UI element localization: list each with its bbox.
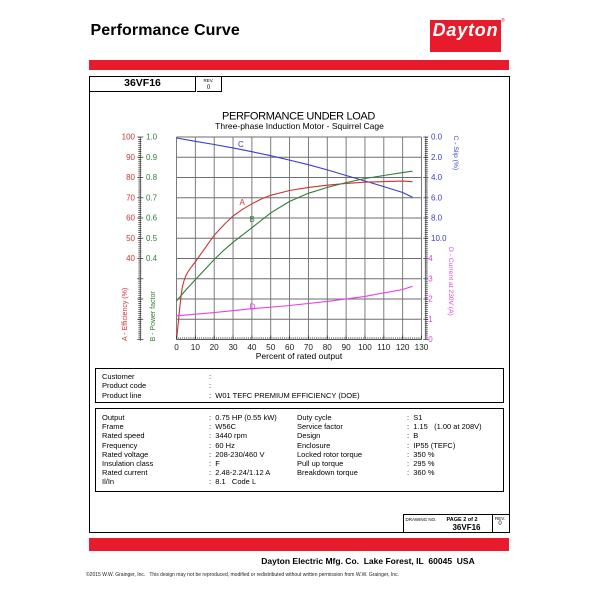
svg-text:0: 0 [428, 335, 433, 344]
svg-text:90: 90 [126, 153, 135, 162]
svg-text:130: 130 [415, 343, 429, 352]
svg-text:100: 100 [358, 343, 372, 352]
svg-text:Three-phase Induction Motor -: Three-phase Induction Motor - Squirrel C… [215, 121, 384, 131]
svg-text:40: 40 [126, 254, 135, 263]
svg-text:0.9: 0.9 [146, 153, 158, 162]
svg-text:6.0: 6.0 [431, 193, 443, 202]
svg-text:0.8: 0.8 [146, 173, 158, 182]
svg-text:0.4: 0.4 [146, 254, 158, 263]
svg-text:0: 0 [174, 343, 179, 352]
svg-text:110: 110 [377, 343, 390, 352]
svg-text:0.5: 0.5 [146, 234, 158, 243]
svg-text:1: 1 [428, 315, 433, 324]
svg-text:90: 90 [342, 343, 352, 352]
svg-text:0.0: 0.0 [431, 133, 443, 142]
svg-text:40: 40 [247, 343, 257, 352]
svg-text:50: 50 [126, 234, 135, 243]
svg-text:4: 4 [428, 254, 433, 263]
svg-text:2.0: 2.0 [431, 153, 443, 162]
svg-text:Percent of rated output: Percent of rated output [256, 351, 343, 361]
svg-text:60: 60 [126, 214, 135, 223]
svg-text:10.0: 10.0 [431, 234, 447, 243]
svg-text:B - Power factor: B - Power factor [150, 291, 157, 342]
svg-text:8.0: 8.0 [431, 214, 443, 223]
svg-text:D: D [250, 302, 256, 312]
svg-text:A: A [240, 198, 246, 207]
svg-text:70: 70 [304, 343, 314, 352]
svg-text:50: 50 [266, 343, 276, 352]
svg-text:PERFORMANCE UNDER LOAD: PERFORMANCE UNDER LOAD [222, 111, 375, 123]
svg-text:B: B [250, 215, 255, 224]
svg-text:4.0: 4.0 [431, 173, 443, 182]
svg-text:80: 80 [126, 173, 135, 182]
svg-text:0.6: 0.6 [146, 214, 158, 223]
svg-text:2: 2 [428, 295, 433, 304]
svg-text:1.0: 1.0 [146, 133, 158, 142]
svg-text:60: 60 [285, 343, 295, 352]
svg-text:30: 30 [228, 343, 238, 352]
svg-text:20: 20 [210, 343, 220, 352]
svg-text:120: 120 [396, 343, 410, 352]
svg-text:C - Slip (%): C - Slip (%) [452, 136, 459, 171]
svg-text:D - Current at 230V (A): D - Current at 230V (A) [447, 247, 454, 316]
svg-text:100: 100 [122, 133, 136, 142]
svg-text:A - Efficiency (%): A - Efficiency (%) [122, 288, 129, 341]
svg-text:0.7: 0.7 [146, 193, 158, 202]
svg-text:80: 80 [323, 343, 333, 352]
svg-text:C: C [238, 140, 244, 149]
svg-text:10: 10 [191, 343, 201, 352]
svg-text:70: 70 [126, 193, 135, 202]
svg-text:3: 3 [428, 274, 433, 283]
